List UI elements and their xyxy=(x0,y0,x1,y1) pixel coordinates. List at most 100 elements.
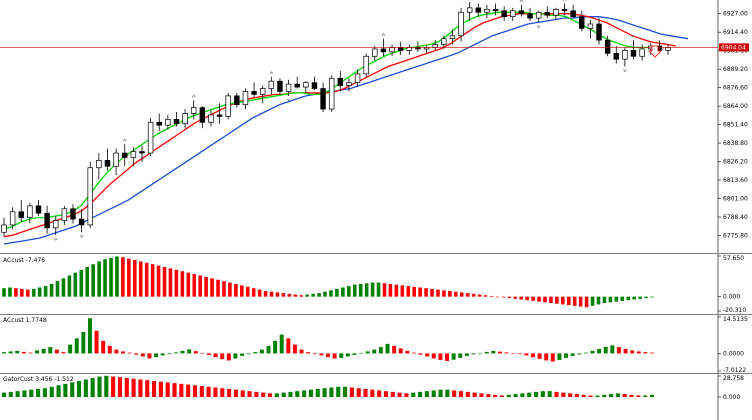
histogram-bar xyxy=(537,353,542,359)
histogram-bar xyxy=(317,293,321,297)
candle xyxy=(372,46,378,61)
histogram-bar xyxy=(356,388,361,397)
histogram-bar xyxy=(483,295,488,297)
candle xyxy=(44,205,50,234)
histogram-bar xyxy=(448,291,452,297)
histogram-bar xyxy=(8,391,13,397)
histogram-bar xyxy=(101,340,106,354)
candle xyxy=(173,112,180,127)
histogram-bar xyxy=(63,383,68,397)
histogram-bar xyxy=(70,382,75,397)
candle xyxy=(87,161,93,228)
histogram-bar xyxy=(43,286,48,297)
histogram-bar xyxy=(319,353,324,356)
histogram-bar xyxy=(406,286,411,297)
histogram-bar xyxy=(302,390,307,397)
histogram-bar xyxy=(636,351,641,354)
histogram-bar xyxy=(186,384,191,397)
histogram-bar xyxy=(15,350,20,354)
histogram-bar xyxy=(459,292,464,297)
price-label-box xyxy=(719,43,749,52)
histogram-bar xyxy=(213,387,218,397)
histogram-bar xyxy=(602,394,607,397)
histogram-bar xyxy=(590,296,595,306)
histogram-bar xyxy=(305,294,309,297)
histogram-bar xyxy=(574,394,580,397)
histogram-bar xyxy=(180,271,185,297)
histogram-bar xyxy=(8,287,12,297)
histogram-bar xyxy=(335,288,339,297)
candle xyxy=(225,92,231,120)
histogram-bar xyxy=(2,352,6,354)
histogram-bar xyxy=(603,346,608,354)
histogram-bar xyxy=(382,283,387,297)
main-y-axis: 6927.006914.406901.806889.206876.606864.… xyxy=(718,11,748,239)
candle xyxy=(579,10,585,32)
candle xyxy=(320,82,326,112)
histogram-bar xyxy=(527,392,532,397)
histogram-bar xyxy=(517,353,522,355)
histogram-bar xyxy=(254,391,259,397)
histogram-bar xyxy=(372,349,377,354)
histogram-bar xyxy=(186,272,191,297)
fractal-up-icon xyxy=(381,33,386,36)
gator-pane: GatorCust 3.456 -1.512 28.758 0.000 xyxy=(1,374,744,420)
histogram-bar xyxy=(547,391,552,397)
histogram-bar xyxy=(489,295,494,297)
histogram-bar xyxy=(192,274,197,297)
candle xyxy=(613,46,619,64)
histogram-bar xyxy=(477,294,482,297)
histogram-bar xyxy=(257,289,262,297)
candle xyxy=(113,148,119,176)
fractal-down-icon xyxy=(286,98,291,102)
histogram-bar xyxy=(299,349,304,354)
histogram-bar xyxy=(359,352,364,354)
histogram-bar xyxy=(643,352,648,354)
histogram-bar xyxy=(29,389,34,397)
histogram-bar xyxy=(615,393,620,397)
histogram-bar xyxy=(228,282,232,297)
histogram-bar xyxy=(345,353,350,357)
histogram-bar xyxy=(213,353,218,358)
accelerator-pane: ACcust -7.476 57.650 0.000 -20.310 xyxy=(2,254,746,314)
histogram-bar xyxy=(385,343,390,354)
histogram-bar xyxy=(400,285,405,297)
histogram-bar xyxy=(293,294,298,297)
histogram-bar xyxy=(117,377,123,397)
histogram-bar xyxy=(513,296,518,299)
histogram-bar xyxy=(79,269,84,297)
gator-pane-title: GatorCust 3.456 -1.512 xyxy=(3,376,74,383)
histogram-bar xyxy=(147,353,152,359)
histogram-bar xyxy=(411,392,416,397)
histogram-bar xyxy=(133,259,137,297)
histogram-bar xyxy=(1,392,7,397)
candle xyxy=(501,6,507,22)
histogram-bar xyxy=(107,345,112,354)
histogram-bar xyxy=(632,296,636,300)
histogram-bar xyxy=(497,351,502,354)
histogram-bar xyxy=(550,353,555,362)
histogram-bar xyxy=(281,392,286,397)
candle xyxy=(346,78,352,92)
price-label: 6904.04 xyxy=(721,44,746,51)
histogram-bar xyxy=(220,388,225,397)
histogram-bar xyxy=(198,275,202,297)
candle xyxy=(406,44,413,55)
histogram-bar xyxy=(97,261,101,297)
histogram-bar xyxy=(199,386,204,397)
histogram-bar xyxy=(103,259,107,297)
histogram-bar xyxy=(436,289,440,297)
histogram-bar xyxy=(90,378,95,397)
fractal-up-icon xyxy=(191,94,196,98)
lips-line xyxy=(3,11,660,230)
candle xyxy=(61,205,68,225)
histogram-bar xyxy=(555,296,559,304)
fractal-down-icon xyxy=(79,235,84,238)
histogram-bar xyxy=(85,267,90,297)
candle xyxy=(277,78,283,95)
histogram-bar xyxy=(378,347,383,354)
histogram-bar xyxy=(411,352,416,354)
histogram-bar xyxy=(253,352,258,354)
histogram-bar xyxy=(165,382,170,397)
